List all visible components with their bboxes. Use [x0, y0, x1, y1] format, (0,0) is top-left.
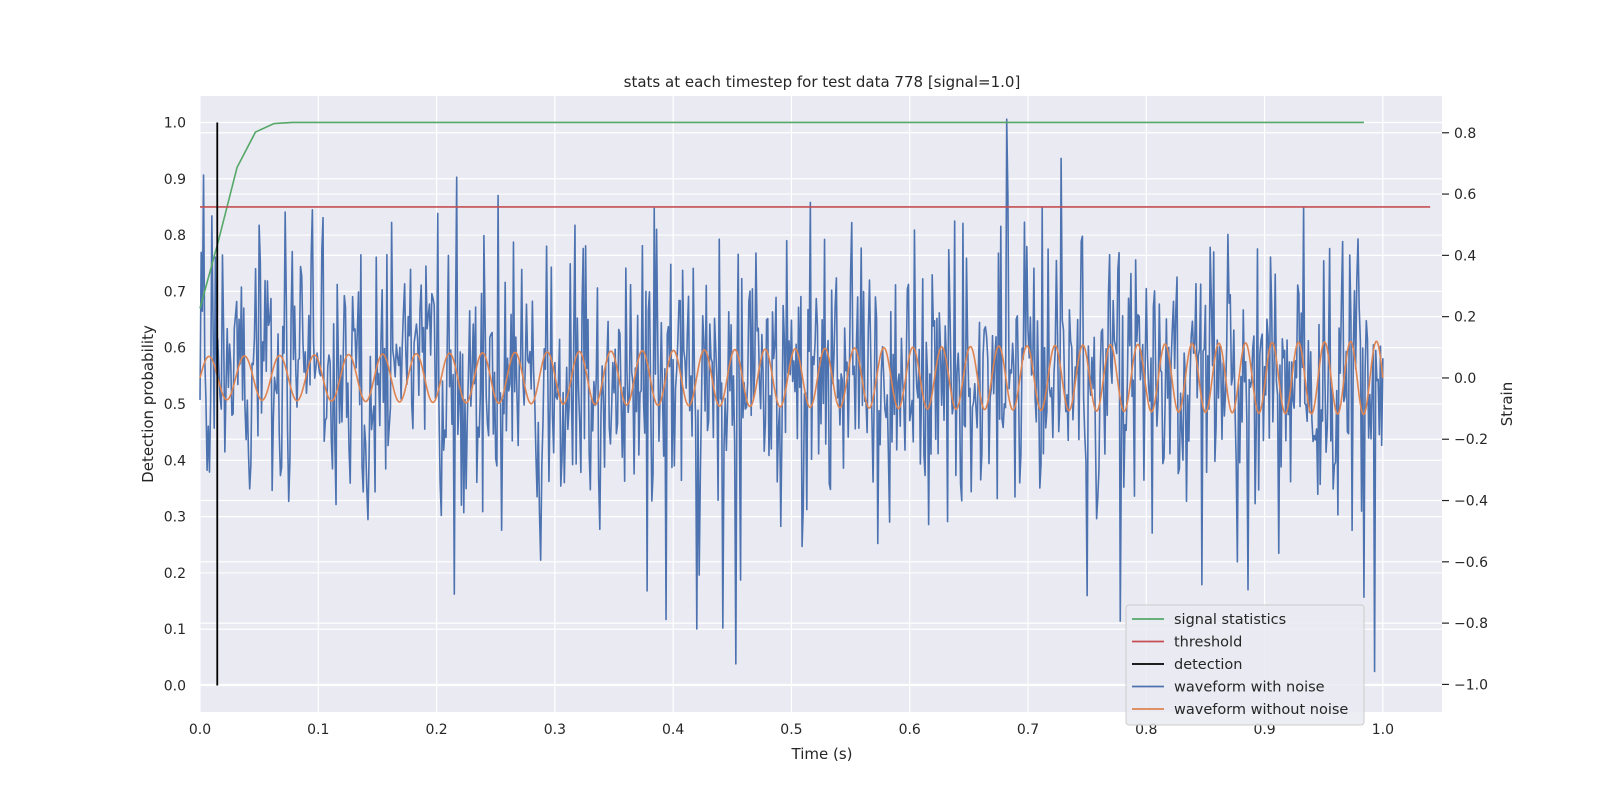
x-tick-label: 1.0: [1372, 722, 1394, 738]
y-right-tick-label: −0.2: [1454, 432, 1488, 448]
y-tick-label: 0.8: [164, 228, 186, 244]
y-right-tick-label: 0.4: [1454, 248, 1476, 264]
x-tick-label: 0.0: [189, 722, 211, 738]
legend-label: waveform without noise: [1174, 702, 1348, 718]
y-tick-label: 0.3: [164, 510, 186, 526]
x-axis-ticks: 0.0 0.1 0.2 0.3 0.4 0.5 0.6 0.7 0.8 0.9 1.0: [189, 722, 1394, 738]
x-tick-label: 0.4: [662, 722, 684, 738]
y-right-tick-label: 0.2: [1454, 310, 1476, 326]
x-tick-label: 0.2: [425, 722, 447, 738]
y-tick-label: 1.0: [164, 115, 186, 131]
y-axis-label: Detection probability: [139, 325, 157, 483]
series-signal-statistics: [199, 121, 1364, 309]
legend-frame: [1125, 604, 1365, 726]
y-right-tick-label: −0.6: [1454, 555, 1488, 571]
y-tick-label: 0.7: [164, 284, 186, 300]
y-right-tick-label: −1.0: [1454, 677, 1488, 693]
y-tick-label: 0.1: [164, 622, 186, 638]
x-tick-label: 0.9: [1253, 722, 1275, 738]
legend-label: threshold: [1174, 635, 1242, 651]
legend-label: signal statistics: [1174, 612, 1286, 628]
x-axis-label: Time (s): [791, 745, 853, 763]
y-tick-label: 0.4: [164, 453, 186, 469]
y-tick-label: 0.5: [164, 397, 186, 413]
y-right-tick-label: 0.8: [1454, 126, 1476, 142]
x-tick-label: 0.6: [899, 722, 921, 738]
x-tick-label: 0.8: [1135, 722, 1157, 738]
y-axis-ticks: 0.0 0.1 0.2 0.3 0.4 0.5 0.6 0.7 0.8 0.9 1.0: [164, 115, 186, 694]
y-right-tick-label: −0.8: [1454, 616, 1488, 632]
series-layer: [199, 118, 1431, 686]
legend-label: detection: [1174, 657, 1242, 673]
x-tick-label: 0.1: [307, 722, 329, 738]
y-right-tick-label: 0.6: [1454, 187, 1476, 203]
legend-label: waveform with noise: [1174, 680, 1325, 696]
y-tick-label: 0.0: [164, 679, 186, 695]
y-right-tick-label: 0.0: [1454, 371, 1476, 387]
y-tick-label: 0.2: [164, 566, 186, 582]
series-waveform-without-noise: [199, 340, 1384, 416]
x-tick-label: 0.3: [544, 722, 566, 738]
legend: signal statistics threshold detection wavef…: [1125, 604, 1365, 726]
x-tick-label: 0.7: [1017, 722, 1039, 738]
y-right-axis-label: Strain: [1498, 382, 1516, 426]
y-right-axis-ticks: −1.0 −0.8 −0.6 −0.4 −0.2 0.0 0.2 0.4 0.6 0.8: [1442, 126, 1488, 693]
chart-title: stats at each timestep for test data 778…: [624, 73, 1021, 91]
y-tick-label: 0.6: [164, 341, 186, 357]
y-tick-label: 0.9: [164, 172, 186, 188]
x-tick-label: 0.5: [780, 722, 802, 738]
y-right-tick-label: −0.4: [1454, 494, 1488, 510]
series-waveform-with-noise: [199, 118, 1384, 673]
